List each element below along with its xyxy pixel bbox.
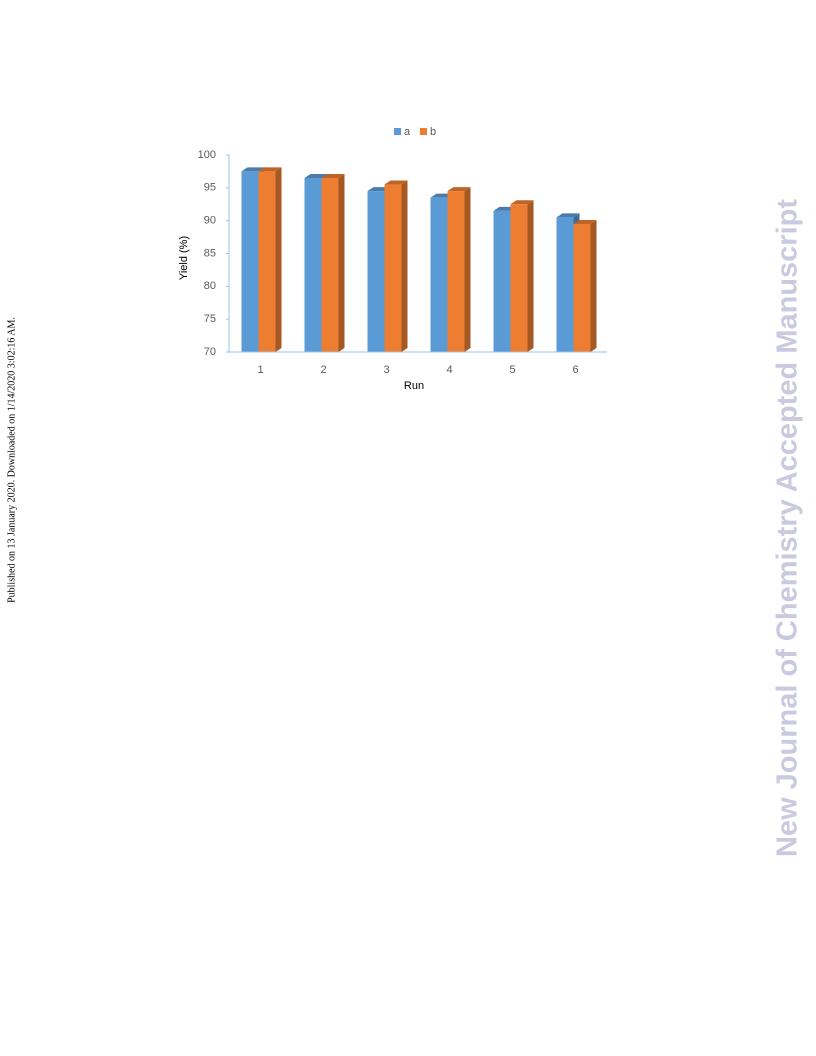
y-axis-label: Yield (%) [178, 236, 190, 280]
x-tick-label: 3 [383, 364, 389, 376]
bar-top [384, 180, 408, 185]
bar-side [275, 167, 282, 352]
x-axis-label: Run [404, 380, 424, 392]
y-tick-label: 80 [204, 280, 216, 292]
bar [367, 191, 385, 352]
y-tick-label: 85 [204, 247, 216, 259]
x-tick-label: 6 [572, 364, 578, 376]
bar [447, 191, 465, 352]
bar-top [258, 167, 282, 172]
legend-swatch [394, 128, 401, 135]
bar [493, 210, 511, 352]
bar [304, 177, 322, 352]
x-tick-label: 5 [509, 364, 515, 376]
x-tick-label: 2 [320, 364, 326, 376]
bar-top [304, 173, 328, 178]
y-tick-label: 90 [204, 215, 216, 227]
bar-top [556, 213, 580, 218]
legend-swatch [420, 128, 427, 135]
bar-top [447, 187, 471, 192]
y-tick-label: 75 [204, 313, 216, 325]
chart: Run Yield (%) 70 75 80 85 90 95 100 1 2 3 4 5 6 a b [178, 126, 607, 392]
legend-label: a [404, 126, 411, 138]
bar-top [241, 167, 265, 172]
y-tick-label: 100 [198, 149, 216, 161]
bar [510, 204, 528, 352]
bar [321, 177, 339, 352]
bar [573, 223, 591, 352]
bar-side [401, 180, 408, 352]
bar-side [464, 187, 471, 352]
bar [384, 184, 402, 352]
bar [241, 171, 259, 352]
bar-side [338, 173, 345, 352]
bar [258, 171, 276, 352]
y-tick-label: 70 [204, 346, 216, 358]
bar [430, 197, 448, 352]
bar-top [321, 173, 345, 178]
bar-top [573, 219, 597, 224]
x-tick-label: 1 [257, 364, 263, 376]
y-tick-label: 95 [204, 182, 216, 194]
bar [556, 217, 574, 352]
bar-side [590, 219, 597, 352]
bar-top [510, 200, 534, 205]
bar-side [527, 200, 534, 352]
x-tick-label: 4 [446, 364, 452, 376]
legend-label: b [430, 126, 436, 138]
